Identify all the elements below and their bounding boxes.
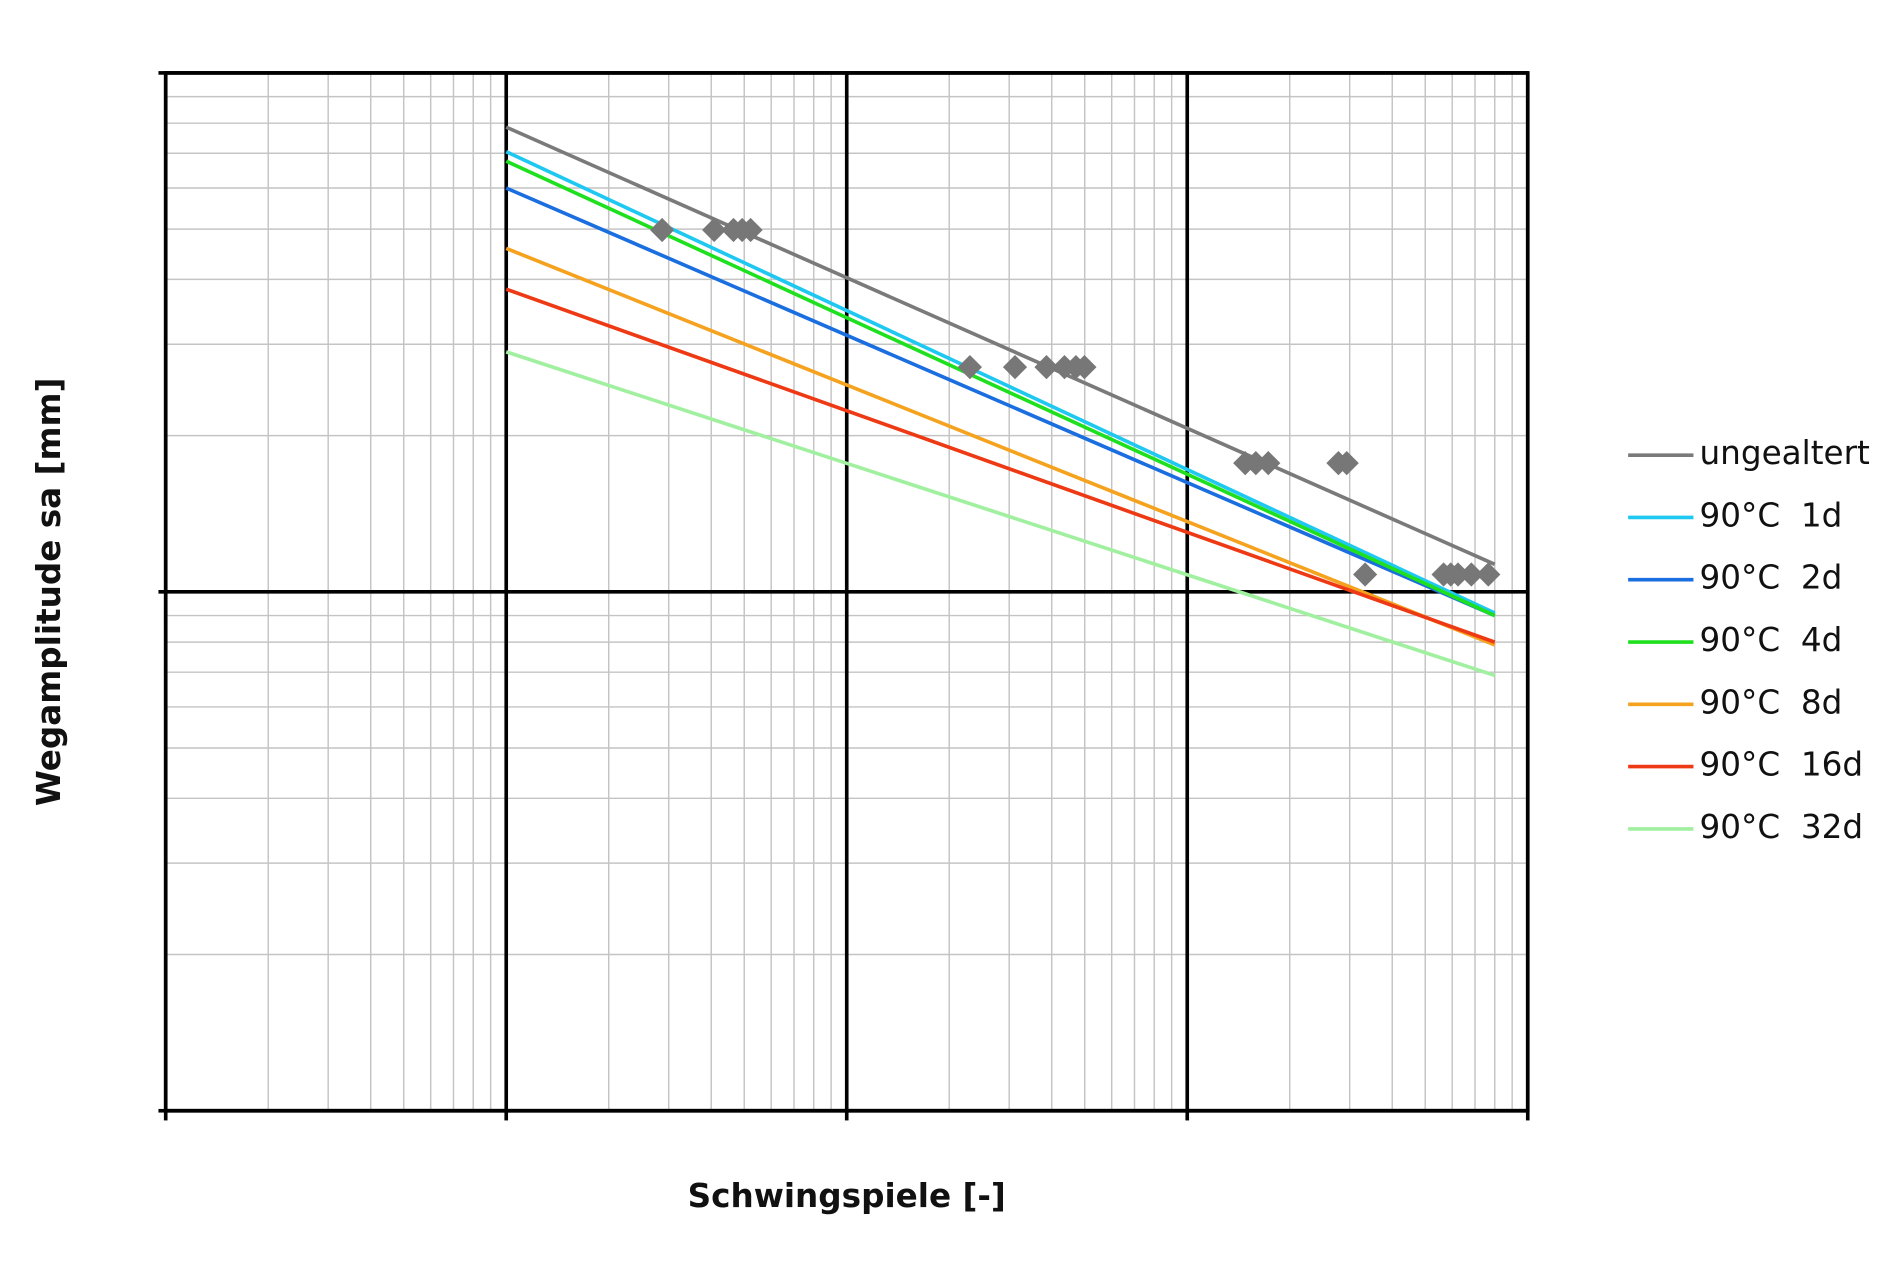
scatter-point [1353, 562, 1378, 587]
series-line [505, 125, 1496, 566]
scatter-point [650, 217, 675, 243]
y-axis-title: Wegamplitude sa [mm] [30, 378, 68, 807]
plot-border [163, 71, 1530, 1113]
scatter-point [738, 217, 763, 243]
scatter-point [1243, 451, 1268, 476]
series-line [505, 246, 1496, 647]
legend-label: 90°C 8d [1700, 683, 1843, 721]
scatter-point [1334, 451, 1359, 476]
series-line [505, 350, 1496, 678]
legend-label: 90°C 4d [1700, 621, 1843, 659]
scatter-point [957, 355, 982, 380]
scatter-point [702, 217, 727, 243]
scatter-point [1072, 355, 1097, 380]
scatter-point [1445, 562, 1471, 587]
legend-label: 90°C 2d [1700, 559, 1843, 597]
scatter-point [1476, 562, 1501, 587]
series-line [505, 186, 1496, 618]
legend-label: 90°C 32d [1700, 808, 1864, 846]
legend-label: 90°C 16d [1700, 746, 1864, 784]
scatter-point [1256, 451, 1281, 476]
series-line [505, 150, 1496, 615]
series-line [505, 159, 1496, 618]
series-line [505, 287, 1496, 644]
scatter-point [1034, 355, 1059, 380]
x-axis-title: Schwingspiele [-] [688, 1177, 1006, 1215]
scatter-point [1459, 562, 1484, 587]
scatter-point [1002, 355, 1028, 380]
legend-label: 90°C 1d [1700, 496, 1843, 534]
legend-label: ungealtert [1700, 434, 1871, 472]
